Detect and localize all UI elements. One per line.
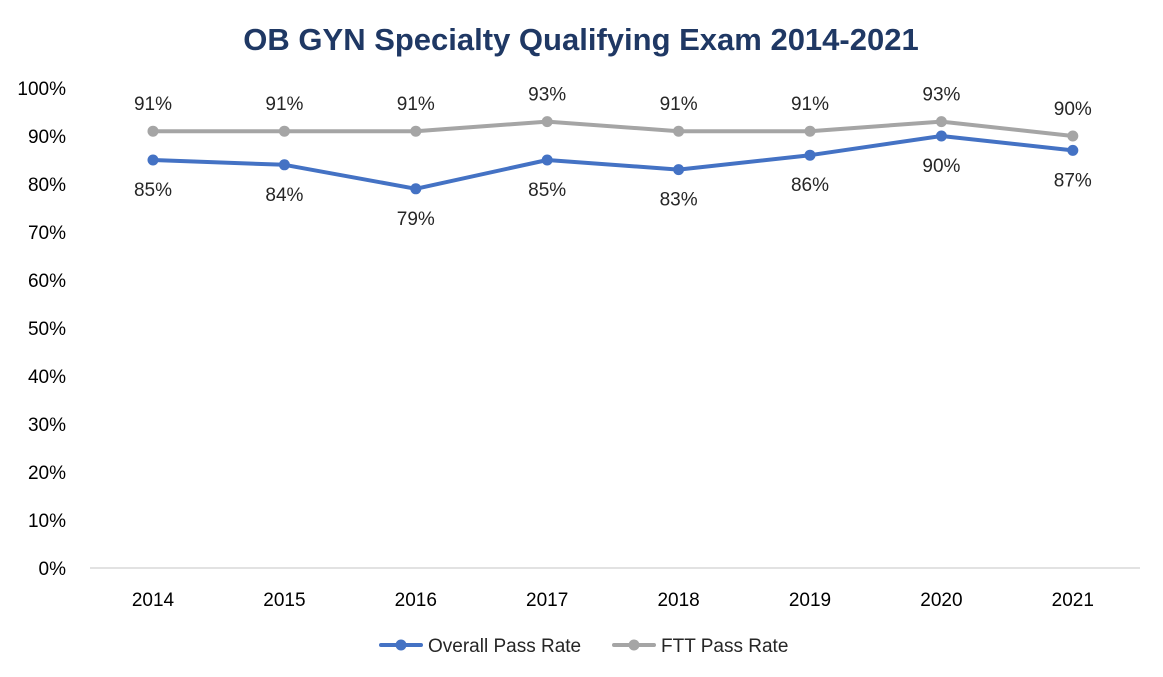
series-overall-pass-rate: 85% 84% 79% 85% 83% 86% 90% 87% xyxy=(134,130,1092,230)
data-label: 90% xyxy=(1054,99,1092,120)
data-point xyxy=(278,125,290,137)
data-label: 84% xyxy=(265,185,303,206)
data-point xyxy=(673,164,685,176)
y-tick-label: 60% xyxy=(28,271,66,292)
data-label: 93% xyxy=(922,85,960,106)
data-label: 91% xyxy=(265,94,303,115)
y-tick-label: 10% xyxy=(28,511,66,532)
data-point xyxy=(410,183,422,195)
legend-label: Overall Pass Rate xyxy=(428,636,581,657)
legend-marker xyxy=(395,639,407,651)
legend-marker xyxy=(628,639,640,651)
data-label: 85% xyxy=(528,180,566,201)
data-point xyxy=(935,130,947,142)
y-tick-label: 90% xyxy=(28,127,66,148)
x-tick-label: 2016 xyxy=(395,590,437,611)
x-tick-label: 2017 xyxy=(526,590,568,611)
series-line xyxy=(151,134,1075,191)
y-tick-label: 80% xyxy=(28,175,66,196)
y-tick-label: 50% xyxy=(28,319,66,340)
y-tick-label: 70% xyxy=(28,223,66,244)
x-tick-label: 2015 xyxy=(263,590,305,611)
data-point xyxy=(278,159,290,171)
x-axis: 2014 2015 2016 2017 2018 2019 2020 2021 xyxy=(132,590,1094,611)
data-label: 93% xyxy=(528,85,566,106)
legend: Overall Pass Rate FTT Pass Rate xyxy=(379,636,788,657)
legend-entry: FTT Pass Rate xyxy=(612,636,788,657)
x-tick-label: 2019 xyxy=(789,590,831,611)
y-tick-label: 100% xyxy=(17,79,66,100)
x-tick-label: 2014 xyxy=(132,590,175,611)
data-label: 90% xyxy=(922,156,960,177)
data-point xyxy=(935,116,947,128)
data-point xyxy=(673,125,685,137)
data-point xyxy=(1067,130,1079,142)
data-label: 91% xyxy=(397,94,435,115)
data-point xyxy=(541,116,553,128)
data-point xyxy=(147,154,159,166)
data-label: 79% xyxy=(397,209,435,230)
data-label: 85% xyxy=(134,180,172,201)
y-tick-label: 0% xyxy=(39,559,67,580)
legend-entry: Overall Pass Rate xyxy=(379,636,581,657)
series-line xyxy=(151,119,1075,138)
data-label: 91% xyxy=(791,94,829,115)
legend-label: FTT Pass Rate xyxy=(661,636,788,657)
data-point xyxy=(1067,144,1079,156)
data-point xyxy=(804,149,816,161)
data-label: 87% xyxy=(1054,170,1092,191)
data-label: 91% xyxy=(660,94,698,115)
x-tick-label: 2021 xyxy=(1052,590,1094,611)
series-ftt-pass-rate: 91% 91% 91% 93% 91% 91% 93% 90% xyxy=(134,85,1092,142)
x-tick-label: 2018 xyxy=(657,590,699,611)
y-tick-label: 40% xyxy=(28,367,66,388)
y-tick-label: 20% xyxy=(28,463,66,484)
data-point xyxy=(541,154,553,166)
data-point xyxy=(410,125,422,137)
y-tick-label: 30% xyxy=(28,415,66,436)
data-label: 91% xyxy=(134,94,172,115)
series-layer: 85% 84%79%85% 83%86%90%87%91% 91% 91% 93% 91% 9… xyxy=(134,85,1092,230)
chart-title: OB GYN Specialty Qualifying Exam 2014-20… xyxy=(243,22,918,57)
data-label: 83% xyxy=(660,190,698,211)
data-label: 86% xyxy=(791,175,829,196)
x-tick-label: 2020 xyxy=(920,590,962,611)
y-axis: 0% 10% 20% 30% 40% 50% 60% 70% 80% 90% 100% xyxy=(17,79,66,580)
data-point xyxy=(804,125,816,137)
data-point xyxy=(147,125,159,137)
